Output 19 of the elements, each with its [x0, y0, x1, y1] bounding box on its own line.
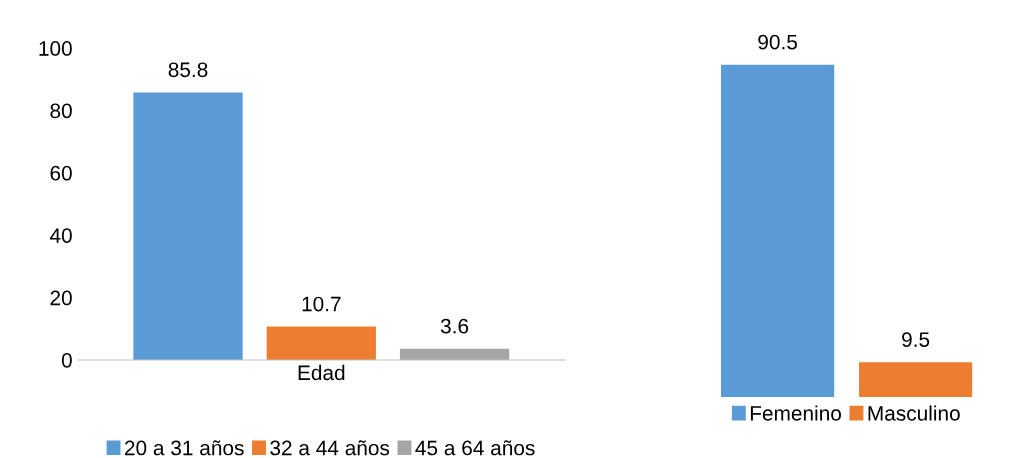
x-tick-label: Edad: [298, 364, 345, 381]
y-tick-label: 100: [39, 41, 72, 56]
legend-label: Femenino: [750, 405, 841, 421]
bar: [266, 326, 376, 360]
data-label: 3.6: [440, 318, 469, 334]
legend-label: 20 a 31 años: [124, 440, 244, 456]
data-label: 9.5: [902, 332, 930, 347]
bar: [133, 92, 243, 360]
y-tick-label: 20: [50, 290, 72, 306]
data-label: 90.5: [758, 34, 797, 50]
y-tick-label: 60: [50, 165, 72, 181]
y-tick-label: 40: [49, 228, 72, 243]
y-tick-label: 0: [61, 352, 72, 368]
legend-label: 32 a 44 años: [270, 440, 390, 456]
legend-label: 45 a 64 años: [415, 440, 535, 456]
data-label: 85.8: [168, 62, 208, 78]
data-label: 10.7: [302, 296, 341, 312]
legend-label: Masculino: [868, 405, 960, 421]
y-tick-label: 80: [50, 103, 72, 119]
